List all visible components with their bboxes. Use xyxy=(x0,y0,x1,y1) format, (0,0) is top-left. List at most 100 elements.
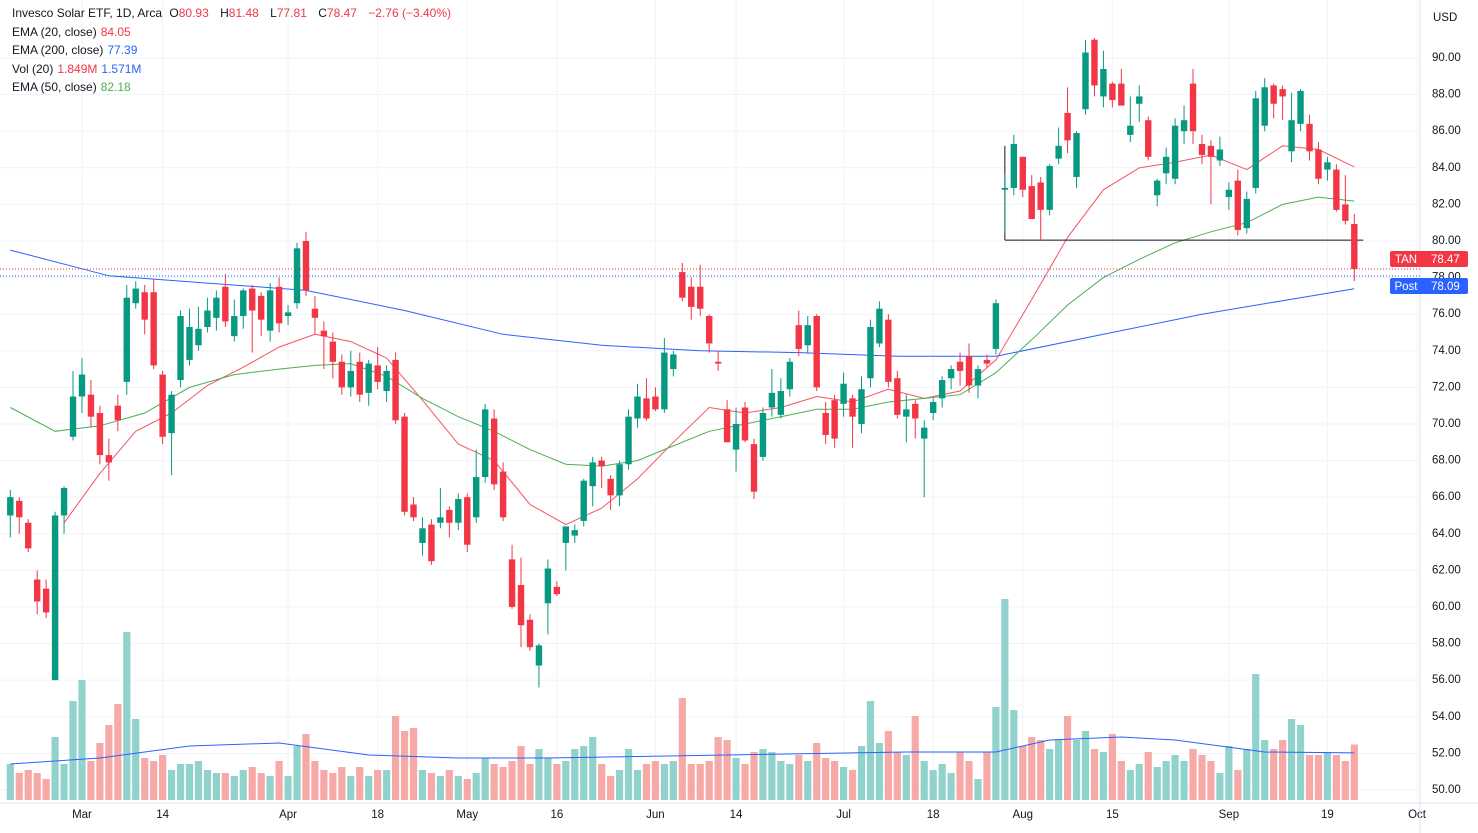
legend-row: Vol (20) 1.849M 1.571M xyxy=(12,60,455,79)
candle-body xyxy=(159,374,166,437)
y-tick-label: 54.00 xyxy=(1432,711,1461,723)
volume-bar xyxy=(481,758,489,800)
volume-bar xyxy=(167,770,176,800)
volume-bar xyxy=(69,701,77,800)
candle-body xyxy=(1342,204,1349,221)
y-tick-label: 52.00 xyxy=(1432,747,1461,759)
volume-bar xyxy=(391,716,400,800)
candle-body xyxy=(840,383,847,404)
volume-bar xyxy=(974,779,982,800)
volume-bar xyxy=(1189,749,1197,800)
candle-body xyxy=(105,455,113,463)
candle-body xyxy=(195,328,202,346)
volume-bar xyxy=(409,728,418,800)
candle-body xyxy=(535,645,543,666)
candle-body xyxy=(705,316,713,344)
candle-body xyxy=(177,316,184,381)
volume-bar xyxy=(284,776,292,800)
candle-body xyxy=(419,528,426,543)
volume-bar xyxy=(427,773,436,800)
candle-body xyxy=(1127,125,1134,135)
candle-body xyxy=(1153,180,1161,196)
candle-body xyxy=(938,380,946,399)
volume-bar xyxy=(607,776,615,800)
volume-bar xyxy=(293,746,301,800)
legend-row: Invesco Solar ETF, 1D, Arca O80.93 H81.4… xyxy=(12,4,455,23)
x-tick-label: Jun xyxy=(646,809,665,821)
candle-body xyxy=(446,509,453,523)
volume-bar xyxy=(535,749,543,800)
volume-bar xyxy=(275,761,283,800)
volume-bar xyxy=(212,773,220,800)
x-tick-label: Jul xyxy=(836,809,851,821)
x-tick-label: 14 xyxy=(730,809,743,821)
y-tick-label: 68.00 xyxy=(1432,455,1461,467)
volume-bar xyxy=(938,764,946,800)
y-tick-label: 66.00 xyxy=(1432,491,1461,503)
volume-bar xyxy=(374,770,382,800)
volume-bar xyxy=(266,776,274,800)
volume-bar xyxy=(1117,761,1125,800)
candle-body xyxy=(123,297,130,382)
candle-body xyxy=(1324,162,1331,170)
candle-body xyxy=(302,240,310,291)
candle-body xyxy=(1243,198,1250,229)
candle-body xyxy=(1145,120,1152,157)
volume-ma-line xyxy=(10,736,1355,765)
y-tick-label: 58.00 xyxy=(1432,638,1461,650)
volume-bar xyxy=(651,761,660,800)
candle-body xyxy=(249,288,256,311)
candle-body xyxy=(759,412,767,457)
candle-body xyxy=(1064,112,1071,141)
volume-bar xyxy=(848,770,857,800)
candle-body xyxy=(1315,149,1322,179)
price-tag-value: 78.47 xyxy=(1431,254,1460,266)
volume-bar xyxy=(96,743,104,800)
symbol: Invesco Solar ETF, 1D, Arca xyxy=(12,6,163,20)
candle-body xyxy=(481,409,489,478)
volume-bar xyxy=(329,773,337,800)
volume-bar xyxy=(839,767,848,800)
volume-bar xyxy=(1144,752,1152,800)
volume-bar xyxy=(1046,749,1054,800)
candle-body xyxy=(114,405,122,421)
volume-bar xyxy=(338,767,346,800)
y-tick-label: 76.00 xyxy=(1432,308,1461,320)
candle-body xyxy=(51,515,59,681)
ohlc: H81.48 xyxy=(220,6,263,20)
candle-body xyxy=(544,568,552,604)
price-tag-name: TAN xyxy=(1395,254,1417,266)
volume-bar xyxy=(902,755,910,800)
volume-bar xyxy=(1305,755,1314,800)
candle-body xyxy=(813,316,820,388)
volume-bar xyxy=(1081,731,1090,800)
candle-body xyxy=(329,341,337,362)
volume-bar xyxy=(400,731,409,800)
x-tick-label: Aug xyxy=(1013,809,1033,821)
volume-bar xyxy=(956,752,964,800)
candle-body xyxy=(598,460,605,467)
volume-bar xyxy=(221,773,229,800)
volume-bar xyxy=(1019,746,1027,800)
candle-body xyxy=(257,295,265,320)
volume-bar xyxy=(1198,755,1206,800)
x-tick-label: 16 xyxy=(550,809,563,821)
candle-body xyxy=(240,290,247,317)
volume-bar xyxy=(642,764,651,800)
legend: Invesco Solar ETF, 1D, Arca O80.93 H81.4… xyxy=(12,4,455,97)
volume-bar xyxy=(1234,770,1242,800)
volume-bar xyxy=(1296,725,1305,800)
candle-body xyxy=(1288,120,1295,152)
candle-body xyxy=(222,286,229,322)
candle-body xyxy=(1037,182,1044,210)
volume-bar xyxy=(831,761,839,800)
candle-body xyxy=(1306,123,1313,152)
volume-bar xyxy=(786,764,794,800)
volume-bar xyxy=(463,779,471,800)
y-tick-label: 62.00 xyxy=(1432,564,1461,576)
change: −2.76 (−3.40%) xyxy=(368,6,452,20)
volume-bar xyxy=(1001,599,1009,800)
candle-body xyxy=(732,423,740,450)
volume-bar xyxy=(203,770,212,800)
